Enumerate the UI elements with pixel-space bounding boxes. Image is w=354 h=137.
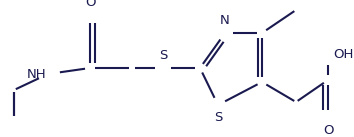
Text: NH: NH	[27, 68, 46, 81]
Text: O: O	[85, 0, 95, 9]
Text: S: S	[159, 49, 167, 62]
Text: O: O	[323, 124, 333, 137]
Text: OH: OH	[333, 48, 353, 62]
Text: S: S	[214, 111, 222, 124]
Text: N: N	[220, 14, 230, 27]
